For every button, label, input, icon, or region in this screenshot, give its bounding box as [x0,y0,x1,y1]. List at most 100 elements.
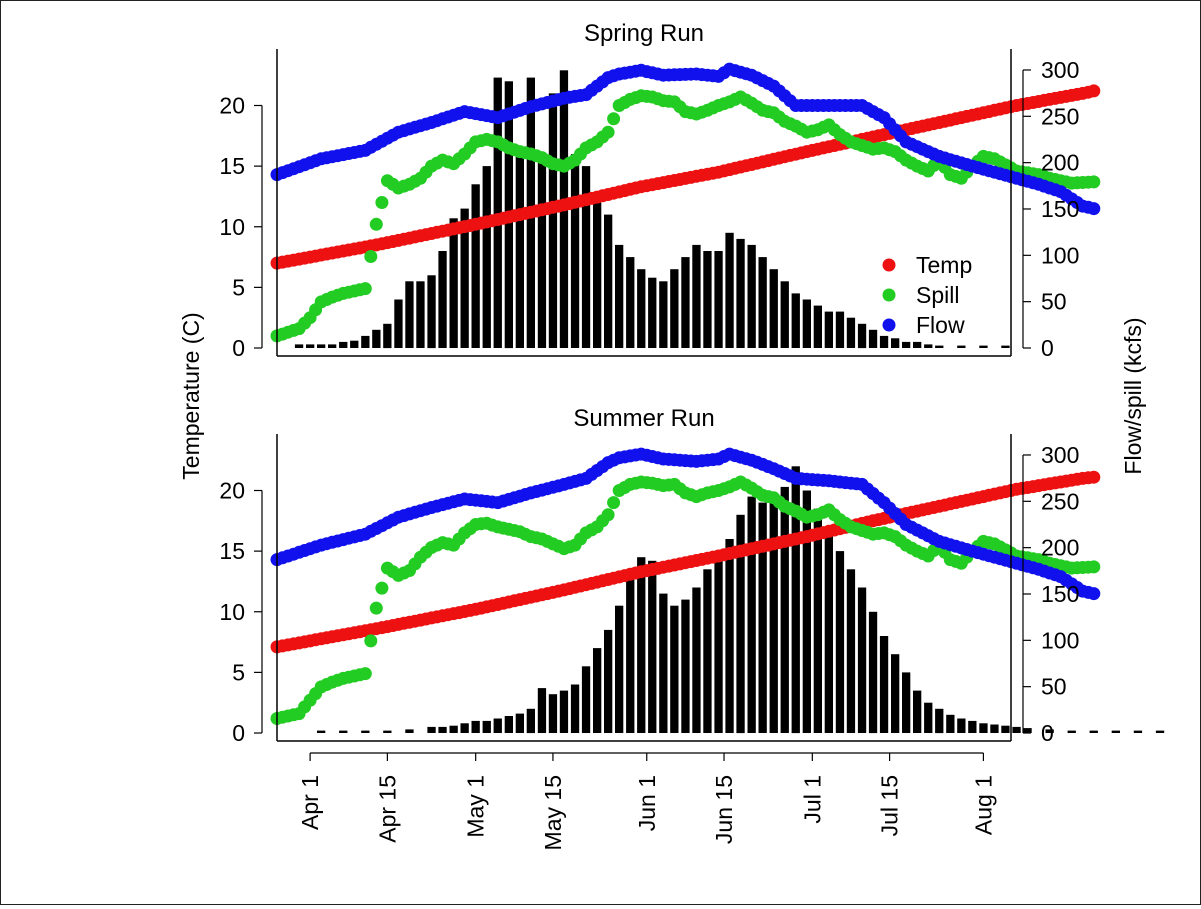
bar [1023,728,1032,733]
bar [438,251,447,348]
series-point [369,217,383,231]
bar [802,490,811,733]
bar [482,166,491,348]
bar [615,244,624,348]
bar [526,708,535,734]
series-point [607,112,621,126]
y-left-tick-label: 0 [232,720,245,746]
legend-swatch [882,258,896,272]
bar [648,277,657,348]
bar [438,726,447,733]
series-point [375,196,389,209]
bar [1045,729,1054,733]
series-point [1087,587,1101,601]
bar [570,154,580,348]
bar [857,323,867,349]
x-tick-label: May 15 [540,775,566,850]
legend-swatch [882,318,896,332]
x-tick-label: Apr 15 [374,775,400,843]
bar [460,723,469,733]
bar [294,344,304,348]
bar [361,335,370,348]
bar [670,269,679,348]
bar [846,317,856,348]
y-right-tick-label: 200 [1041,535,1079,561]
bar [924,344,933,348]
bar [758,502,767,733]
bar [946,714,955,733]
x-tick-label: Jul 1 [799,775,825,824]
legend-swatch [882,288,896,302]
bar [493,77,502,348]
y-right-tick-label: 50 [1041,674,1067,700]
bar [924,702,933,733]
series-point [364,634,378,648]
bar [559,690,569,733]
bar [405,281,414,348]
bar [891,338,900,348]
legend-label: Spill [916,282,959,308]
bar [593,202,602,348]
y-axis-right-label: Flow/spill (kcfs) [1120,317,1146,474]
series-point [607,496,621,510]
bar [902,341,911,348]
bar [537,688,547,733]
y-right-tick-label: 0 [1041,335,1054,361]
bar [714,557,723,733]
bar [692,244,701,348]
bar [902,672,911,733]
bar [659,593,668,733]
series-flow [270,447,1101,601]
bar [637,269,646,348]
bar [968,720,977,733]
bar [1089,730,1098,733]
bar [835,311,845,348]
bar [504,716,513,733]
bar [846,569,856,733]
panel-summer: Summer Run05101520050100150200250300Apr … [219,405,1165,850]
bar [824,311,833,348]
bar [868,611,878,734]
series-point [1087,175,1101,189]
bar [593,648,602,733]
series-temp [270,84,1101,270]
series-spill [270,89,1101,343]
y-left-tick-label: 20 [219,478,245,504]
bar [791,293,800,348]
bar [736,514,745,734]
bar [548,694,558,733]
y-axis-right: 0 50 100 150 200 250 300 [1022,57,1079,361]
bar [681,257,690,348]
bar [383,730,392,733]
bars [294,70,1010,349]
y-right-tick-label: 300 [1041,57,1079,83]
bar [339,341,348,348]
series-point [601,508,615,522]
bar [725,539,734,733]
bar [758,257,767,348]
y-axis-left: 0 5 10 15 20 [219,478,263,746]
bar [979,345,988,348]
bar [835,551,845,733]
bar [703,251,712,348]
bar [1012,726,1021,733]
y-left-tick-label: 5 [232,274,245,300]
bar [879,636,889,733]
bar [1001,725,1010,733]
bar [857,587,867,733]
bar [747,244,756,348]
bar [339,730,348,733]
bar [515,713,524,733]
bar [515,154,524,348]
bar [670,605,679,733]
x-tick-label: May 1 [463,775,489,838]
series-point [364,250,378,263]
series-point [369,601,383,615]
bar [791,466,800,734]
bar [1133,730,1143,733]
bar [957,718,966,733]
bar [328,344,337,348]
legend: Temp Spill Flow [882,252,972,338]
bar [306,344,315,348]
y-right-tick-label: 150 [1041,196,1079,222]
